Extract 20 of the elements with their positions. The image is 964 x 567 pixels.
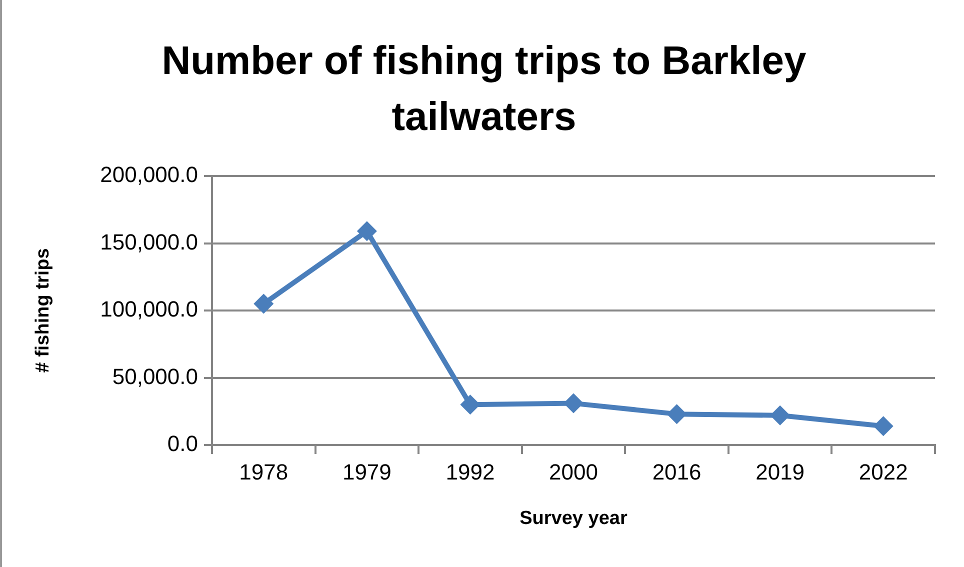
y-tick-label: 100,000.0 — [100, 296, 198, 322]
y-tick-label: 150,000.0 — [100, 229, 198, 254]
x-axis-title: Survey year — [520, 508, 628, 529]
x-tick-label: 1992 — [446, 459, 495, 484]
y-tick-label: 0.0 — [167, 431, 198, 456]
point — [254, 294, 274, 314]
chart-title: Number of fishing trips to Barkley tailwaters — [160, 38, 808, 141]
point — [356, 221, 377, 242]
x-tick-label: 1979 — [342, 459, 392, 484]
y-tick-label: 200,000.0 — [100, 162, 198, 188]
y-tick-label: 50,000.0 — [112, 364, 198, 389]
point — [873, 416, 894, 436]
x-tick-label: 2016 — [652, 459, 702, 484]
x-tick-label: 2022 — [858, 459, 908, 484]
point — [564, 393, 584, 414]
x-tick-label: 2000 — [549, 459, 598, 484]
x-tick-label: 2019 — [756, 459, 805, 484]
point — [770, 405, 790, 426]
y-axis-title: # fishing trips — [32, 248, 54, 373]
x-tick-label: 1978 — [239, 459, 288, 484]
